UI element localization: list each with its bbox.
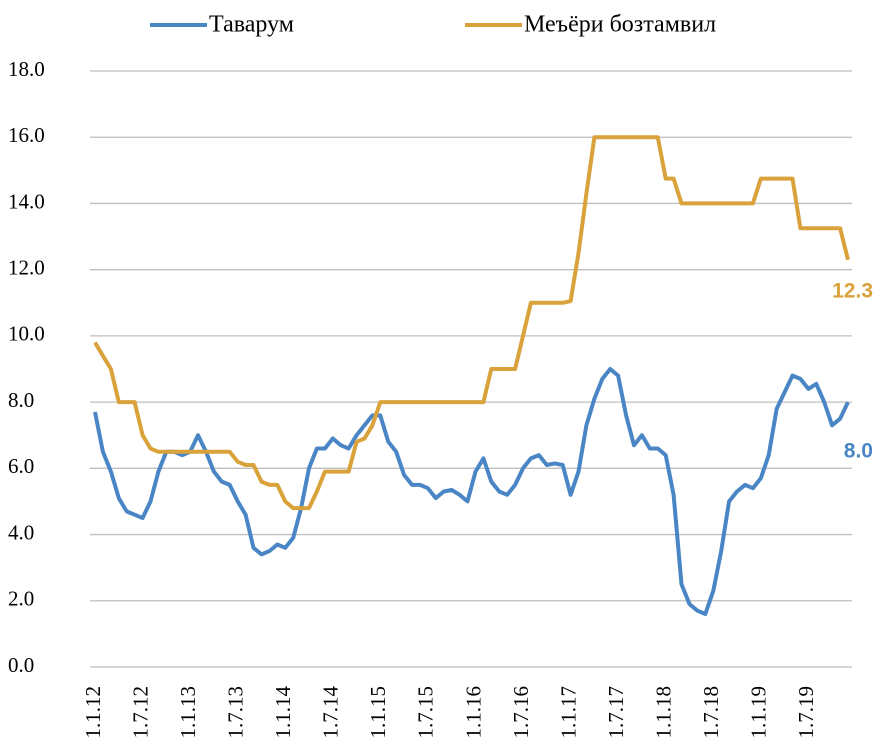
x-tick-label: 1.1.14: [271, 686, 295, 739]
y-tick-label: 10.0: [8, 322, 45, 346]
y-tick-label: 6.0: [8, 454, 34, 478]
y-tick-label: 18.0: [8, 57, 45, 81]
x-tick-label: 1.7.19: [794, 686, 818, 739]
x-tick-label: 1.7.15: [414, 686, 438, 739]
y-tick-label: 0.0: [8, 653, 34, 677]
x-tick-label: 1.7.17: [604, 686, 628, 739]
x-tick-label: 1.7.18: [699, 686, 723, 739]
y-tick-label: 8.0: [8, 388, 34, 412]
y-tick-label: 12.0: [8, 255, 45, 279]
x-tick-label: 1.1.18: [652, 686, 676, 739]
x-tick-label: 1.7.16: [509, 686, 533, 739]
series-line: [93, 367, 850, 616]
x-tick-label: 1.7.14: [319, 686, 343, 739]
x-tick-label: 1.1.12: [81, 686, 105, 739]
y-tick-label: 4.0: [8, 520, 34, 544]
y-tick-label: 16.0: [8, 123, 45, 147]
x-tick-label: 1.1.19: [747, 686, 771, 739]
x-tick-label: 1.1.15: [366, 686, 390, 739]
x-tick-label: 1.1.17: [556, 686, 580, 739]
data-label: 8.0: [844, 440, 873, 463]
series-line: [93, 135, 850, 511]
legend-label: Таварум: [209, 12, 294, 38]
y-tick-label: 14.0: [8, 189, 45, 213]
x-tick-label: 1.7.12: [128, 686, 152, 739]
x-tick-label: 1.7.13: [223, 686, 247, 739]
y-tick-label: 2.0: [8, 587, 34, 611]
data-label: 12.3: [832, 279, 873, 302]
x-tick-label: 1.1.16: [461, 686, 485, 739]
x-tick-label: 1.1.13: [176, 686, 200, 739]
legend-label: Меъёри бозтамвил: [524, 12, 716, 38]
